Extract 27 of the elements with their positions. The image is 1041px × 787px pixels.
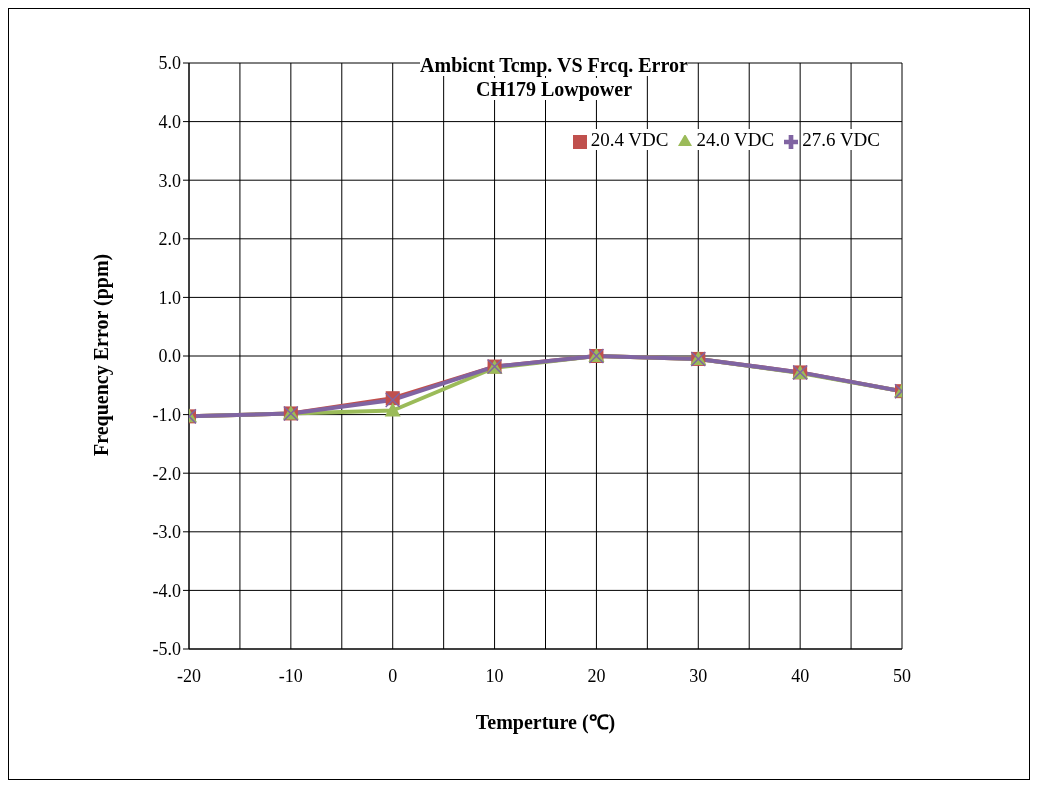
x-axis-title: Temperture (℃) (475, 711, 616, 734)
y-tick-label: 3.0 (158, 170, 181, 191)
legend-label: 24.0 VDC (696, 129, 775, 150)
y-tick-label: 1.0 (158, 287, 181, 308)
text: CH179 Lowpower (475, 78, 633, 100)
x-tick-label: 0 (388, 665, 398, 686)
chart-title: Ambicnt Tcmp. VS Frcq. Error (420, 54, 688, 76)
y-tick-label: 5.0 (158, 53, 181, 74)
y-tick-label: -4.0 (152, 580, 181, 601)
y-tick-label: -5.0 (152, 639, 181, 660)
y-tick-label: -3.0 (152, 522, 181, 543)
x-tick-label: 10 (485, 665, 504, 686)
y-tick-label: 0.0 (158, 346, 181, 367)
y-axis-title: Frequency Error (ppm) (90, 253, 114, 456)
legend-label: 20.4 VDC (590, 129, 669, 150)
x-tick-label: 40 (791, 665, 810, 686)
y-tick-label: 4.0 (158, 111, 181, 132)
x-tick-label: 20 (587, 665, 606, 686)
x-tick-label: -10 (278, 665, 303, 686)
y-tick-label: 2.0 (158, 229, 181, 250)
legend-label: 27.6 VDC (802, 129, 880, 150)
y-tick-label: -2.0 (152, 463, 181, 484)
x-tick-label: -20 (177, 665, 201, 686)
x-tick-label: 50 (893, 665, 911, 686)
x-tick-label: 30 (689, 665, 708, 686)
y-tick-label: -1.0 (152, 404, 181, 425)
point (384, 402, 401, 417)
